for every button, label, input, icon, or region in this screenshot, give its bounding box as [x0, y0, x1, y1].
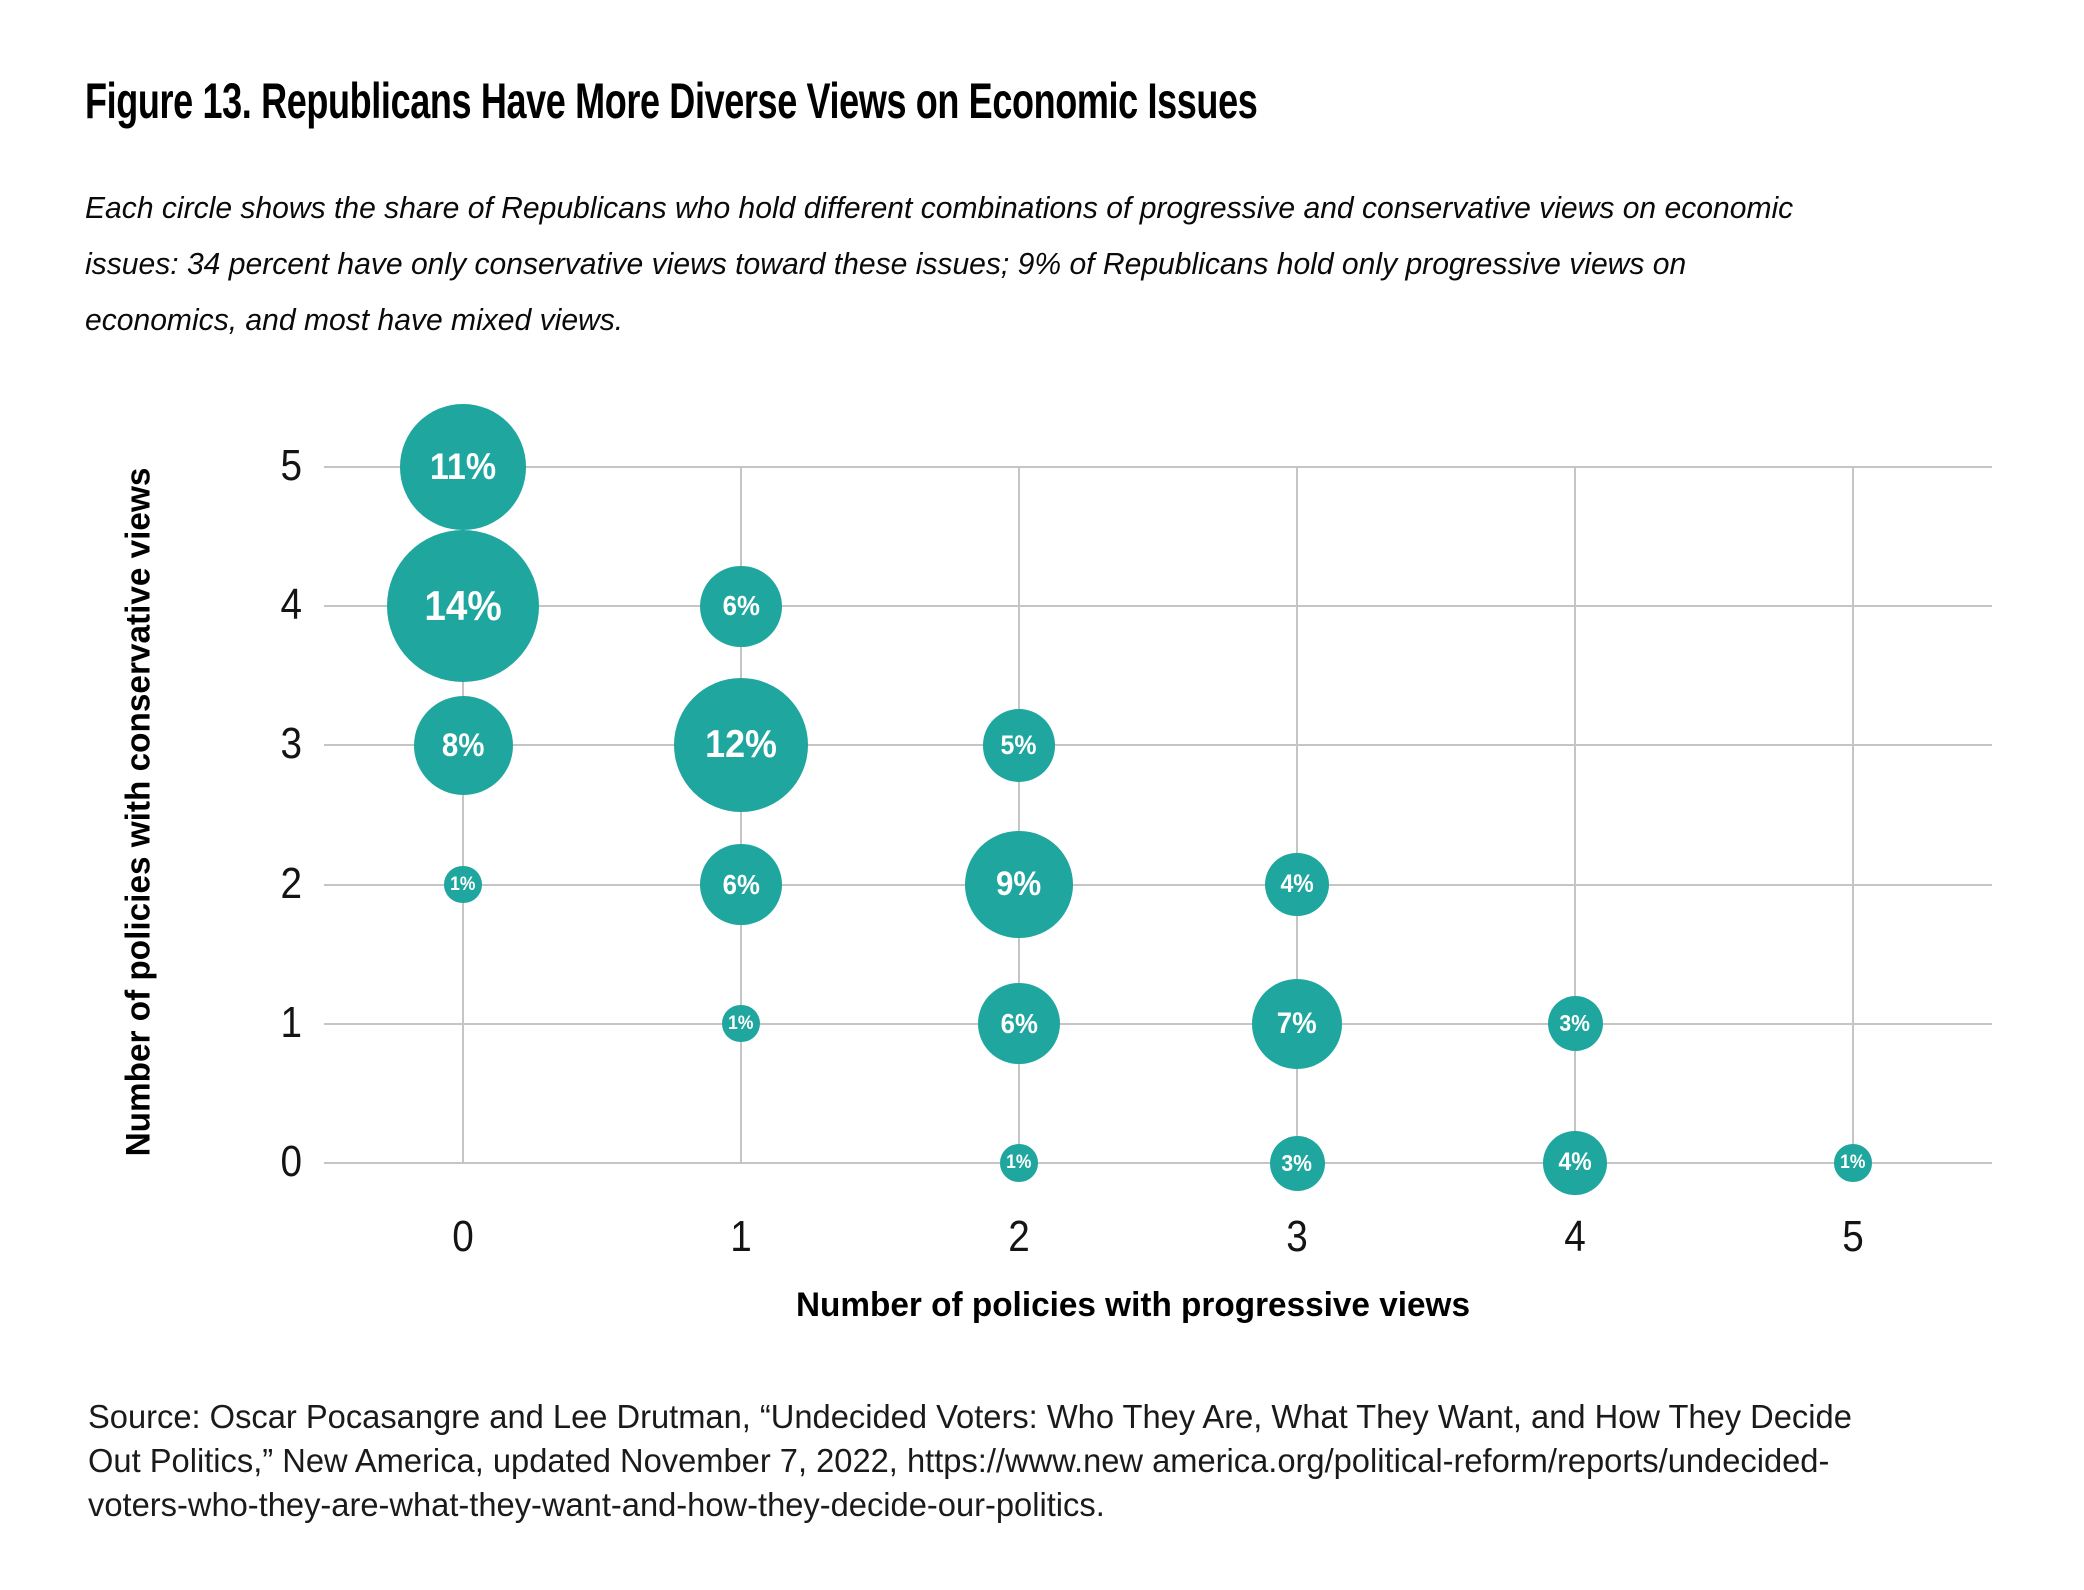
y-tick-label: 3	[280, 719, 302, 769]
source-line: Source: Oscar Pocasangre and Lee Drutman…	[88, 1398, 1852, 1435]
bubble-label: 1%	[1006, 1151, 1032, 1173]
bubble-label: 1%	[1840, 1151, 1866, 1173]
bubble-label: 11%	[429, 445, 497, 487]
gridline-vertical	[462, 467, 464, 1163]
gridline-horizontal	[324, 1022, 1992, 1025]
bubble: 6%	[700, 565, 782, 647]
y-tick-label: 4	[280, 580, 302, 630]
bubble: 6%	[978, 983, 1060, 1065]
bubble: 3%	[1547, 996, 1603, 1052]
x-tick-label: 5	[1842, 1212, 1864, 1261]
gridline-vertical	[740, 467, 742, 1163]
figure-subtitle-line: Each circle shows the share of Republica…	[85, 190, 1794, 225]
bubble: 9%	[965, 830, 1073, 939]
bubble-label: 12%	[705, 723, 777, 767]
gridline-vertical	[1574, 467, 1576, 1163]
gridline-vertical	[1018, 467, 1020, 1163]
bubble: 5%	[982, 709, 1056, 782]
bubble-label: 7%	[1277, 1006, 1317, 1040]
bubble-label: 9%	[996, 865, 1042, 904]
x-tick-label: 3	[1286, 1212, 1308, 1261]
bubble: 3%	[1269, 1135, 1325, 1191]
bubble-label: 6%	[722, 868, 760, 900]
gridline-horizontal	[324, 883, 1992, 886]
bubble: 6%	[700, 843, 782, 926]
source-line: voters-who-they-are-what-they-want-and-h…	[88, 1486, 1105, 1523]
y-tick-label: 1	[280, 997, 302, 1047]
bubble-label: 6%	[1000, 1007, 1038, 1039]
x-axis-title: Number of policies with progressive view…	[795, 1286, 1471, 1324]
bubble-label: 1%	[450, 873, 476, 895]
bubble: 1%	[1000, 1144, 1038, 1182]
gridline-vertical	[1296, 467, 1298, 1163]
bubble-label: 5%	[1001, 729, 1037, 760]
bubble: 1%	[722, 1005, 760, 1043]
bubble-label: 4%	[1558, 1148, 1592, 1177]
bubble-label: 3%	[1281, 1149, 1313, 1176]
bubble: 8%	[413, 695, 513, 795]
bubble: 4%	[1543, 1131, 1607, 1195]
figure-title: Figure 13. Republicans Have More Diverse…	[85, 73, 1258, 129]
bubble: 11%	[400, 404, 526, 530]
y-tick-label: 5	[280, 441, 302, 490]
x-tick-label: 0	[452, 1212, 474, 1261]
gridline-vertical	[1852, 467, 1854, 1163]
bubble-label: 3%	[1559, 1010, 1591, 1037]
x-tick-label: 1	[730, 1212, 752, 1261]
x-tick-label: 2	[1008, 1212, 1030, 1261]
x-tick-label: 4	[1564, 1212, 1586, 1261]
bubble: 1%	[444, 865, 482, 904]
gridline-horizontal	[324, 605, 1992, 608]
bubble: 7%	[1251, 978, 1343, 1069]
bubble: 4%	[1265, 852, 1329, 917]
bubble: 1%	[1834, 1144, 1872, 1182]
gridline-horizontal	[324, 466, 1992, 468]
figure-subtitle-line: issues: 34 percent have only conservativ…	[85, 246, 1687, 281]
gridline-horizontal	[324, 1162, 1992, 1164]
y-axis-title: Number of policies with conservative vie…	[119, 467, 158, 1157]
bubble-label: 4%	[1280, 870, 1314, 899]
bubble: 14%	[387, 530, 539, 683]
bubble-label: 6%	[722, 590, 760, 622]
y-tick-label: 0	[280, 1137, 302, 1186]
source-line: Out Politics,” New America, updated Nove…	[88, 1442, 1830, 1479]
bubble-label: 1%	[728, 1012, 754, 1034]
bubble: 12%	[673, 678, 809, 813]
y-tick-label: 2	[280, 858, 302, 908]
bubble-label: 14%	[424, 582, 502, 630]
gridline-horizontal	[324, 744, 1992, 747]
figure-subtitle-line: economics, and most have mixed views.	[85, 302, 624, 337]
bubble-label: 8%	[441, 726, 485, 763]
